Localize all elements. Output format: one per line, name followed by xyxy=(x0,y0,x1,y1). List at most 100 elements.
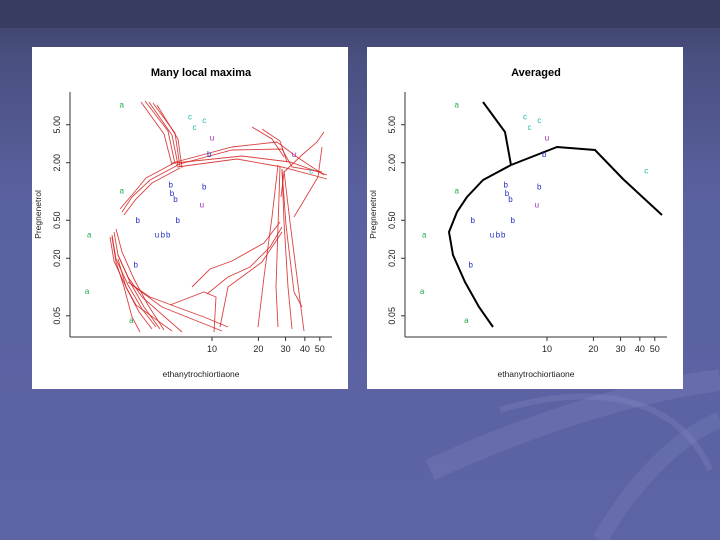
x-axis-label: ethanytrochiortiaone xyxy=(497,369,574,379)
data-point-label: a xyxy=(455,187,460,196)
data-point-label: u xyxy=(545,134,549,143)
data-point-label: b xyxy=(136,216,141,225)
boundary-line xyxy=(115,228,165,331)
data-point-label: u xyxy=(490,231,494,240)
y-tick-label: 0.50 xyxy=(52,211,62,229)
boundary-lines xyxy=(447,101,663,328)
data-point-label: c xyxy=(523,112,527,121)
boundary-line xyxy=(131,284,223,332)
data-point-label: b xyxy=(542,150,547,159)
data-point-label: a xyxy=(464,316,469,325)
boundary-line xyxy=(283,170,305,332)
y-tick-label: 0.20 xyxy=(387,250,397,268)
boundary-line xyxy=(148,101,179,166)
x-axis-label: ethanytrochiortiaone xyxy=(162,369,239,379)
data-point-label: b xyxy=(505,189,510,198)
data-point-label: a xyxy=(129,316,134,325)
y-tick-label: 2.00 xyxy=(52,154,62,172)
boundary-line xyxy=(293,146,323,218)
data-point-label: a xyxy=(85,287,90,296)
data-point-label: u xyxy=(155,231,159,240)
data-point-label: b xyxy=(504,181,509,190)
boundary-line xyxy=(275,166,281,328)
boundary-line xyxy=(144,100,176,165)
data-point-label: b xyxy=(170,189,175,198)
data-point-label: b xyxy=(468,261,473,270)
data-point-label: c xyxy=(192,123,196,132)
x-tick-label: 20 xyxy=(253,344,263,354)
boundary-lines xyxy=(109,100,328,333)
boundary-line xyxy=(127,281,229,328)
y-tick-label: 5.00 xyxy=(387,116,397,134)
y-axis-label: Pregnenetrol xyxy=(33,190,43,239)
boundary-line xyxy=(111,234,157,328)
boundary-line xyxy=(251,126,285,158)
chart-many-local-maxima: Many local maxima 10 20 30 40 50 0.05 0.20 0.50 2… xyxy=(33,67,332,379)
data-point-label: a xyxy=(120,100,125,109)
boundary-line xyxy=(281,169,303,308)
y-tick-label: 0.05 xyxy=(52,307,62,325)
data-point-label: u xyxy=(292,150,296,159)
boundary-line xyxy=(140,101,173,166)
data-point-label: a xyxy=(87,231,92,240)
x-tick-label: 20 xyxy=(588,344,598,354)
y-tick-label: 0.05 xyxy=(387,307,397,325)
boundary-line xyxy=(510,145,663,216)
data-point-label: b xyxy=(169,181,174,190)
boundary-line xyxy=(175,148,323,173)
data-point-label: a xyxy=(455,100,460,109)
data-point-label: u xyxy=(200,201,204,210)
x-tick-label: 30 xyxy=(281,344,291,354)
data-point-label: b xyxy=(508,195,513,204)
y-tick-label: 2.00 xyxy=(387,154,397,172)
data-point-label: b xyxy=(537,182,542,191)
x-tick-label: 50 xyxy=(650,344,660,354)
boundary-line xyxy=(206,226,283,295)
boundary-line xyxy=(169,291,217,333)
y-tick-label: 0.20 xyxy=(52,250,62,268)
boundary-line xyxy=(261,128,288,163)
boundary-line xyxy=(176,158,328,180)
data-point-label: c xyxy=(527,123,531,132)
data-point-label: b xyxy=(166,231,171,240)
boundary-line xyxy=(280,131,325,198)
chart-panel-left: Many local maxima 10 20 30 40 50 0.05 0.20 0.50 2… xyxy=(32,47,348,389)
y-tick-label: 0.50 xyxy=(387,211,397,229)
data-point-label: b xyxy=(133,261,138,270)
y-axis-label: Pregnenetrol xyxy=(368,190,378,239)
data-point-label: b xyxy=(511,216,516,225)
data-point-label: b xyxy=(496,231,501,240)
chart-panel-right: Averaged 10 20 30 40 50 0.05 0.20 0.50 2.00 5.00 et… xyxy=(367,47,683,389)
data-point-label: u xyxy=(535,201,539,210)
boundary-line xyxy=(156,104,183,169)
data-point-label: c xyxy=(188,112,192,121)
x-tick-label: 40 xyxy=(635,344,645,354)
data-point-label: b xyxy=(173,195,178,204)
x-tick-label: 50 xyxy=(315,344,325,354)
boundary-line xyxy=(119,162,175,210)
x-tick-label: 40 xyxy=(300,344,310,354)
chart-title: Averaged xyxy=(511,67,561,79)
data-point-label: a xyxy=(120,187,125,196)
data-point-label: b xyxy=(161,231,166,240)
data-point-label: a xyxy=(422,231,427,240)
data-point-label: b xyxy=(501,231,506,240)
boundary-line xyxy=(219,231,283,328)
slide-top-band xyxy=(0,0,720,28)
boundary-line xyxy=(121,164,179,213)
boundary-line xyxy=(117,258,173,332)
boundary-line xyxy=(257,164,279,328)
y-tick-label: 5.00 xyxy=(52,116,62,134)
x-tick-label: 30 xyxy=(616,344,626,354)
boundary-line xyxy=(152,102,181,168)
boundary-line xyxy=(281,168,293,330)
data-point-label: b xyxy=(471,216,476,225)
boundary-line xyxy=(191,221,281,288)
chart-averaged: Averaged 10 20 30 40 50 0.05 0.20 0.50 2.00 5.00 et… xyxy=(368,67,667,379)
boundary-line xyxy=(447,164,512,328)
boundary-line xyxy=(174,155,328,176)
boundary-line xyxy=(482,101,512,166)
boundary-line xyxy=(171,141,325,176)
data-point-label: a xyxy=(420,287,425,296)
data-point-label: b xyxy=(176,216,181,225)
